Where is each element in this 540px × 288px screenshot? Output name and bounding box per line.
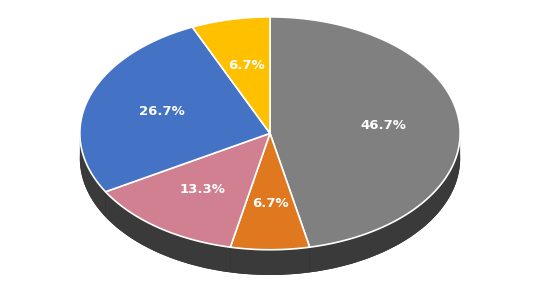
Text: 6.7%: 6.7% [252, 197, 288, 210]
Text: 6.7%: 6.7% [228, 58, 265, 71]
Text: 13.3%: 13.3% [180, 183, 226, 196]
Polygon shape [105, 133, 270, 247]
Polygon shape [231, 133, 309, 250]
Polygon shape [192, 17, 270, 133]
Polygon shape [105, 192, 231, 272]
Polygon shape [309, 131, 460, 272]
Text: 26.7%: 26.7% [139, 105, 184, 118]
Polygon shape [231, 247, 309, 275]
Text: 46.7%: 46.7% [361, 120, 407, 132]
Ellipse shape [80, 42, 460, 275]
Polygon shape [270, 17, 460, 247]
Polygon shape [80, 132, 105, 217]
Polygon shape [80, 27, 270, 192]
